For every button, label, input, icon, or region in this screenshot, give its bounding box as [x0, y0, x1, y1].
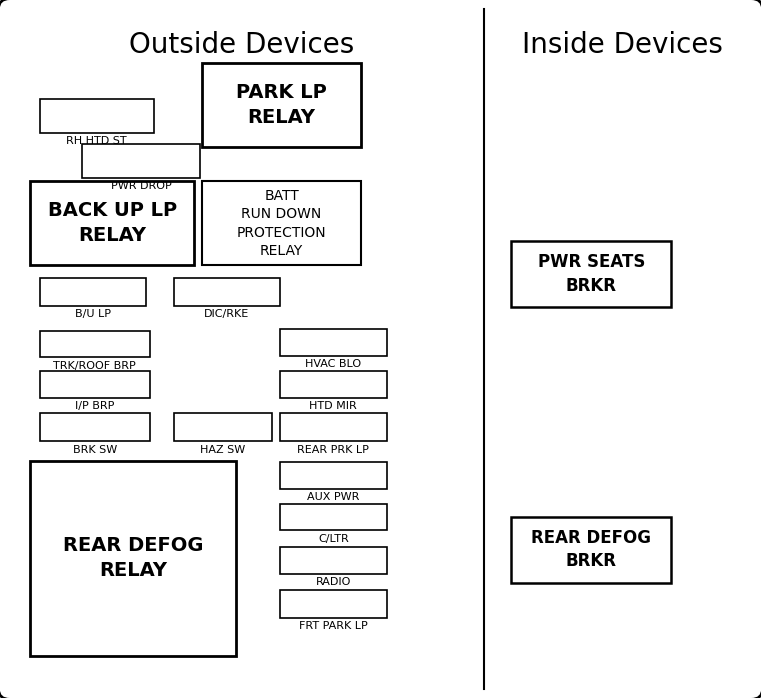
Text: BACK UP LP
RELAY: BACK UP LP RELAY	[48, 201, 177, 246]
Bar	[40, 331, 150, 357]
Text: PARK LP
RELAY: PARK LP RELAY	[236, 82, 327, 127]
Text: BRK SW: BRK SW	[72, 445, 117, 454]
Bar	[280, 371, 387, 398]
Text: REAR DEFOG
RELAY: REAR DEFOG RELAY	[63, 536, 203, 581]
Text: Inside Devices: Inside Devices	[522, 31, 723, 59]
Text: PWR SEATS
BRKR: PWR SEATS BRKR	[537, 253, 645, 295]
Text: FRT PARK LP: FRT PARK LP	[299, 621, 368, 631]
Bar	[30, 181, 194, 265]
Bar	[82, 144, 200, 178]
Text: I/P BRP: I/P BRP	[75, 401, 114, 411]
Bar	[40, 99, 154, 133]
Text: TRK/ROOF BRP: TRK/ROOF BRP	[53, 361, 136, 371]
Bar	[174, 278, 280, 306]
Bar	[280, 462, 387, 489]
Bar	[202, 181, 361, 265]
Text: AUX PWR: AUX PWR	[307, 492, 359, 502]
Text: RH HTD ST: RH HTD ST	[66, 136, 127, 146]
Text: B/U LP: B/U LP	[75, 309, 111, 319]
Bar	[280, 413, 387, 441]
Bar	[511, 241, 671, 307]
Text: DIC/RKE: DIC/RKE	[204, 309, 250, 319]
Bar	[40, 278, 146, 306]
Text: PWR DROP: PWR DROP	[111, 181, 171, 191]
Text: HVAC BLO: HVAC BLO	[305, 359, 361, 369]
Text: Outside Devices: Outside Devices	[129, 31, 355, 59]
Text: REAR PRK LP: REAR PRK LP	[298, 445, 369, 454]
Bar	[174, 413, 272, 441]
Bar	[280, 329, 387, 356]
Text: REAR DEFOG
BRKR: REAR DEFOG BRKR	[531, 529, 651, 570]
Text: HTD MIR: HTD MIR	[310, 401, 357, 411]
Bar	[280, 547, 387, 574]
Bar	[280, 590, 387, 618]
Bar	[202, 63, 361, 147]
Bar	[40, 371, 150, 398]
Text: BATT
RUN DOWN
PROTECTION
RELAY: BATT RUN DOWN PROTECTION RELAY	[237, 188, 326, 258]
Bar	[280, 504, 387, 530]
Text: HAZ SW: HAZ SW	[200, 445, 246, 454]
Text: RADIO: RADIO	[316, 577, 351, 587]
Text: C/LTR: C/LTR	[318, 534, 349, 544]
Bar	[30, 461, 236, 656]
Bar	[40, 413, 150, 441]
Bar	[511, 517, 671, 583]
